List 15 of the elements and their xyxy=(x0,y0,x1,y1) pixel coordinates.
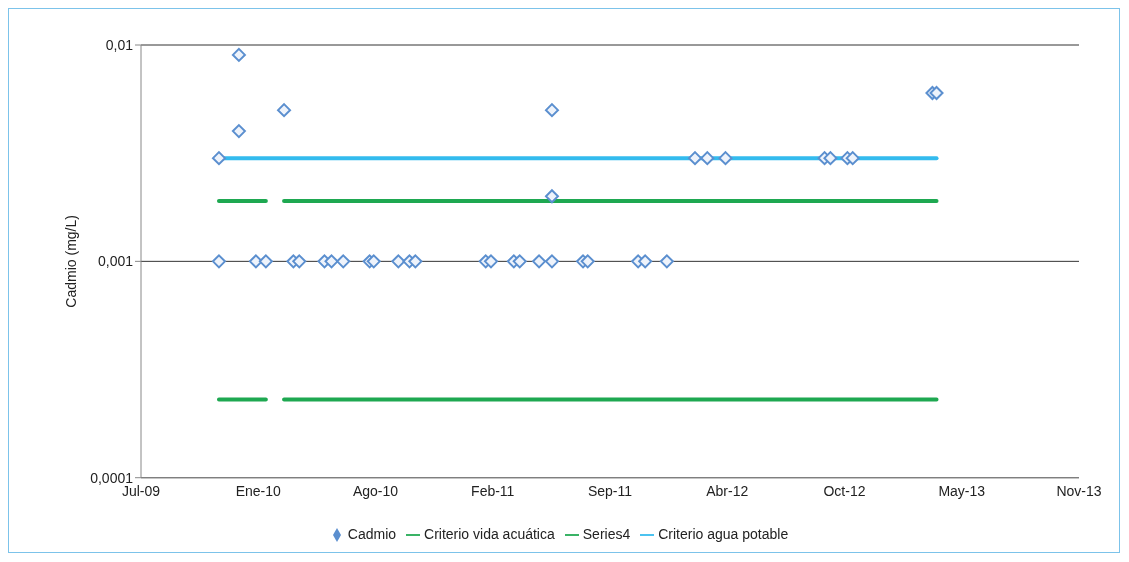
legend-label: Criterio vida acuática xyxy=(424,525,555,542)
x-tick-label: Ene-10 xyxy=(235,482,282,499)
legend-label: Cadmio xyxy=(347,525,397,542)
x-tick-label: Oct-12 xyxy=(823,482,866,499)
x-tick-label: Nov-13 xyxy=(1056,482,1102,499)
x-tick-label: Sep-11 xyxy=(587,482,633,499)
y-axis-title: Cadmio (mg/L) xyxy=(62,215,79,308)
x-tick-label: May-13 xyxy=(938,482,986,499)
x-tick-label: Abr-12 xyxy=(706,482,749,499)
x-tick-label: Feb-11 xyxy=(471,482,515,499)
y-tick-label: 0,01 xyxy=(105,36,134,53)
x-tick-label: Ago-10 xyxy=(352,482,399,499)
legend-label: Series4 xyxy=(582,525,631,542)
legend-label: Criterio agua potable xyxy=(658,525,789,542)
y-tick-label: 0,001 xyxy=(97,253,134,270)
